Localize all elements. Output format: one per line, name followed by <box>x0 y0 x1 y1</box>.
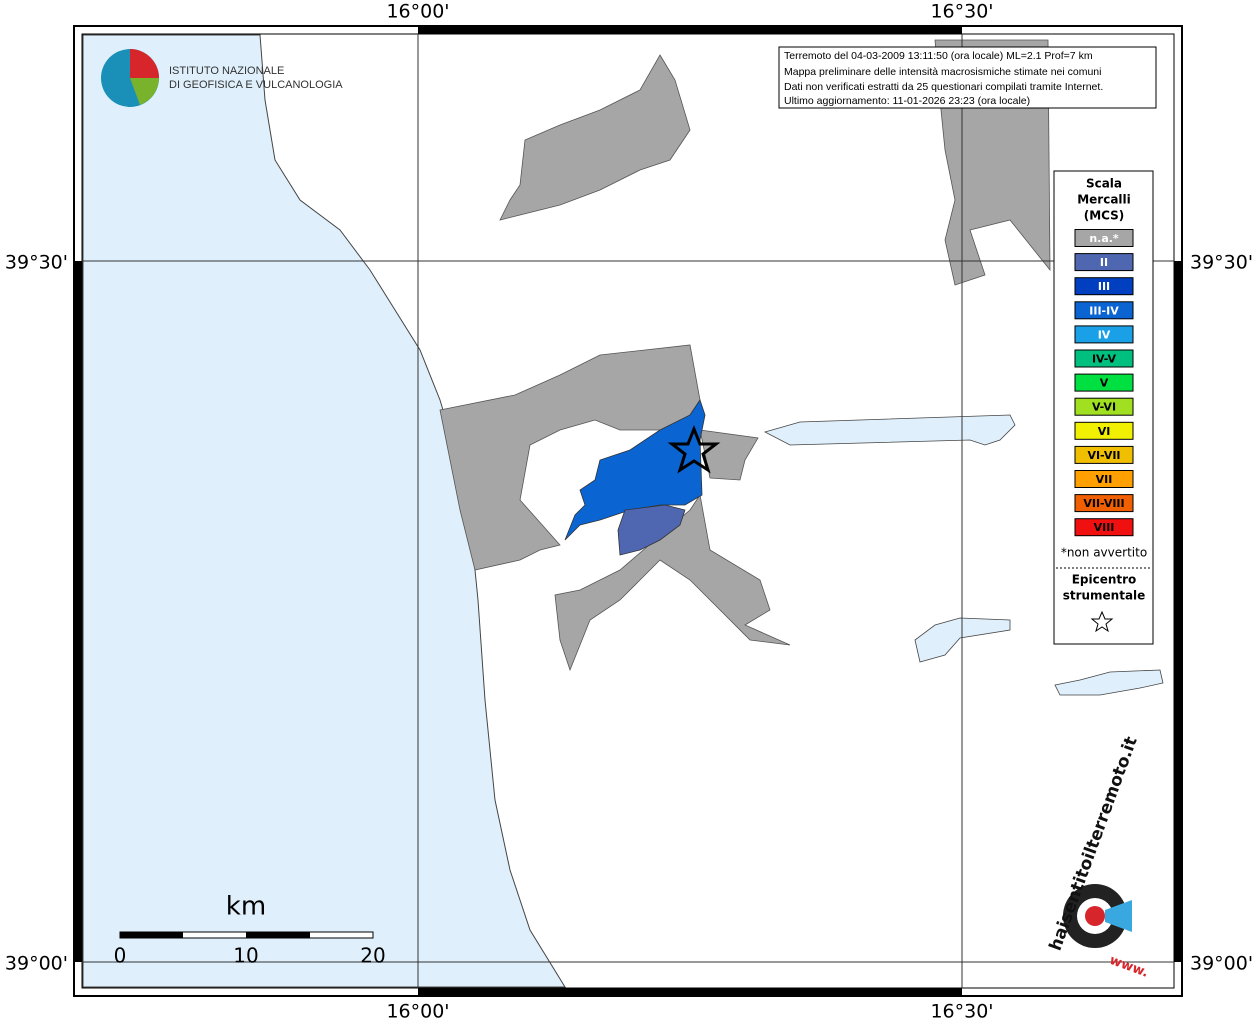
legend-title: Mercalli <box>1077 193 1131 207</box>
legend-label: II <box>1100 256 1108 269</box>
scale-unit: km <box>226 892 266 922</box>
info-box <box>778 46 1157 109</box>
area-ii <box>617 504 686 556</box>
legend-swatch <box>1074 301 1134 320</box>
legend-label: V-VI <box>1092 401 1116 414</box>
scale-label: 10 <box>233 944 258 968</box>
legend-label: n.a.* <box>1089 232 1119 245</box>
legend-swatch <box>1074 494 1134 513</box>
legend-note: *non avvertito <box>1061 546 1147 560</box>
legend-swatch <box>1074 373 1134 392</box>
legend-label: III-IV <box>1089 304 1119 317</box>
lon-label: 16°30' <box>930 1001 993 1023</box>
legend-epicenter: Epicentro <box>1072 573 1137 587</box>
legend-label: IV <box>1098 328 1111 341</box>
area-iii-iv <box>564 399 706 541</box>
legend-label: VI <box>1098 425 1111 438</box>
legend-label: VIII <box>1094 521 1115 534</box>
lat-label: 39°00' <box>5 953 68 975</box>
legend-title: Scala <box>1086 177 1122 191</box>
scale-label: 0 <box>114 944 127 968</box>
legend-label: VII <box>1096 473 1113 486</box>
legend-swatch <box>1074 325 1134 344</box>
graticule <box>82 34 1174 988</box>
legend-swatch <box>1074 277 1134 296</box>
legend-swatch <box>1074 349 1134 368</box>
legend-star <box>1090 610 1114 633</box>
lon-label: 16°00' <box>386 1 449 23</box>
legend-swatch <box>1074 421 1134 440</box>
legend-label: IV-V <box>1092 353 1117 366</box>
institute-name: DI GEOFISICA E VULCANOLOGIA <box>169 79 343 91</box>
legend-swatch <box>1074 518 1134 537</box>
info-line: Terremoto del 04-03-2009 13:11:50 (ora l… <box>784 50 1093 62</box>
legend-swatch <box>1074 397 1134 416</box>
lon-label: 16°00' <box>386 1001 449 1023</box>
legend-label: V <box>1100 377 1109 390</box>
legend-label: III <box>1098 280 1110 293</box>
legend-swatch <box>1074 253 1134 272</box>
lat-label: 39°00' <box>1190 953 1253 975</box>
legend-epicenter: strumentale <box>1063 589 1146 603</box>
legend-label: VI-VII <box>1087 449 1120 462</box>
legend-title: (MCS) <box>1084 209 1125 223</box>
info-line: Mappa preliminare delle intensità macros… <box>784 66 1101 78</box>
epicenter-star <box>667 424 721 474</box>
institute-name: ISTITUTO NAZIONALE <box>169 65 284 77</box>
legend-swatch <box>1074 445 1134 464</box>
info-line: Dati non verificati estratti da 25 quest… <box>784 81 1103 93</box>
lat-label: 39°30' <box>5 252 68 274</box>
lon-label: 16°30' <box>930 1 993 23</box>
legend-swatch <box>1074 470 1134 488</box>
info-line: Ultimo aggiornamento: 11-01-2026 23:23 (… <box>784 95 1030 107</box>
legend-label: VII-VIII <box>1083 497 1124 510</box>
lat-label: 39°30' <box>1190 252 1253 274</box>
legend-swatch <box>1074 229 1134 247</box>
scale-label: 20 <box>360 944 385 968</box>
